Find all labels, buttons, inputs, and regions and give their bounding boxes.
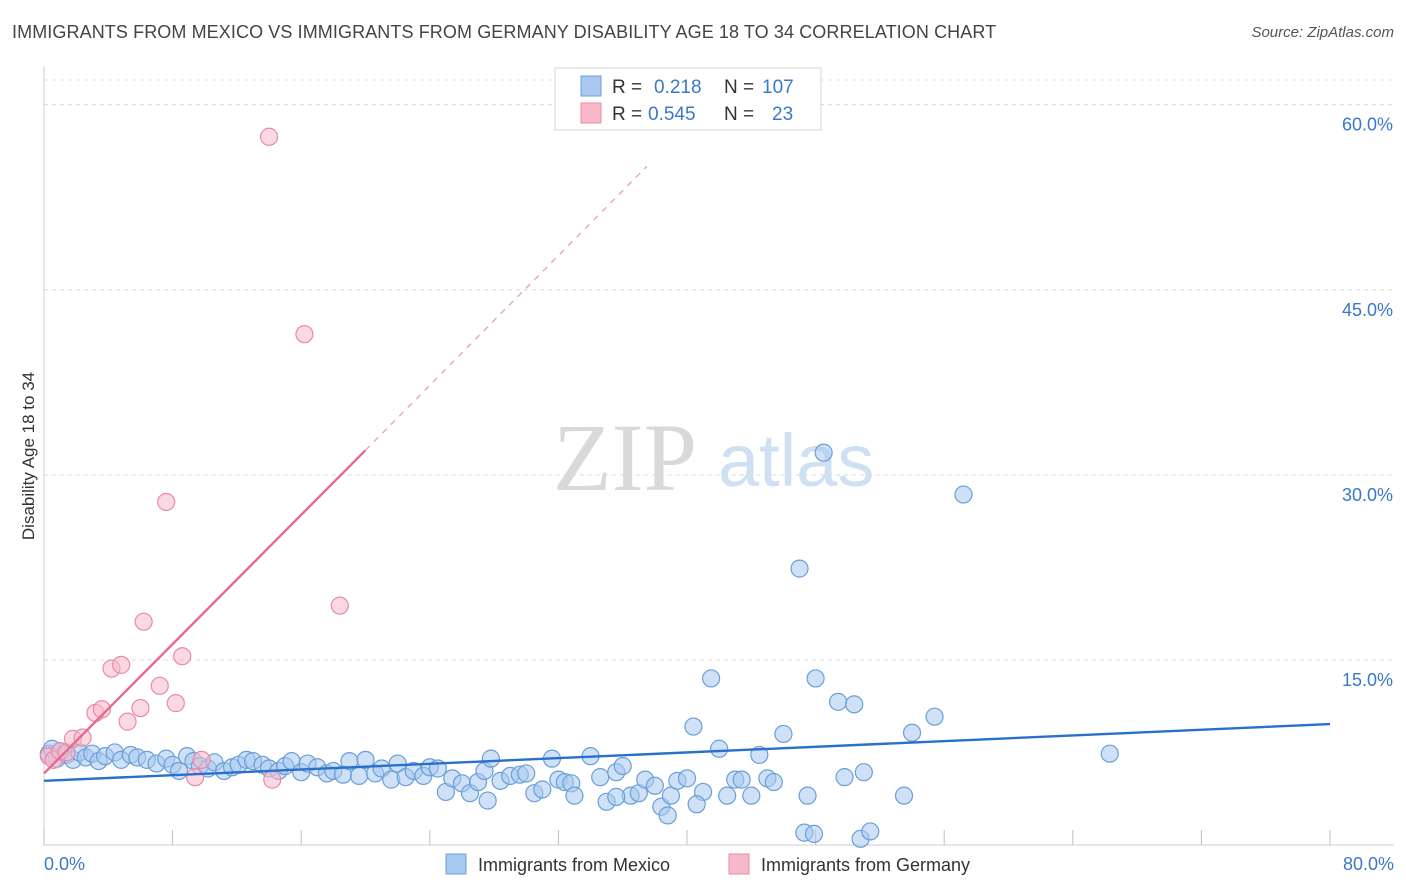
legend-r-value-germany: 0.545 <box>648 104 696 125</box>
bottom-legend-label-mexico: Immigrants from Mexico <box>478 855 670 875</box>
germany-point <box>330 596 349 615</box>
mexico-point <box>804 824 824 843</box>
mexico-point <box>607 787 626 806</box>
germany-point <box>118 712 137 731</box>
mexico-point <box>790 559 809 578</box>
mexico-point <box>677 769 697 788</box>
bottom-legend-swatch-mexico <box>445 853 467 875</box>
mexico-trend-line <box>43 722 1331 783</box>
germany-point <box>173 647 192 666</box>
mexico-point <box>894 786 914 805</box>
germany-point <box>112 655 131 674</box>
mexico-point <box>533 780 552 799</box>
y-tick-label: 60.0% <box>1342 115 1393 135</box>
bottom-legend-label-germany: Immigrants from Germany <box>761 855 970 875</box>
legend-swatch-mexico <box>580 75 602 97</box>
legend-n-value-mexico: 107 <box>762 77 794 98</box>
bottom-legend-swatch-germany <box>728 853 750 875</box>
chart-title: IMMIGRANTS FROM MEXICO VS IMMIGRANTS FRO… <box>12 22 997 42</box>
gridlines <box>44 79 1394 661</box>
data-points <box>39 127 1119 848</box>
mexico-point <box>861 822 880 841</box>
germany-point <box>166 694 185 713</box>
mexico-point <box>774 724 793 744</box>
mexico-point <box>710 739 729 758</box>
germany-point <box>259 127 279 146</box>
germany-point <box>186 768 205 787</box>
mexico-point <box>835 768 854 787</box>
mexico-point <box>854 763 873 782</box>
legend-n-label-germany: N = <box>724 104 754 125</box>
mexico-point <box>742 786 761 805</box>
legend-r-label-mexico: R = <box>612 77 642 98</box>
mexico-point <box>750 745 769 765</box>
mexico-point <box>356 750 375 769</box>
mexico-point <box>1100 744 1119 763</box>
mexico-point <box>718 786 737 805</box>
y-tick-label: 30.0% <box>1342 485 1393 505</box>
legend-n-label-mexico: N = <box>724 77 754 98</box>
mexico-point <box>658 806 677 825</box>
legend-n-value-germany: 23 <box>772 104 793 125</box>
mexico-point <box>349 766 369 786</box>
germany-point <box>92 700 111 719</box>
y-tick-label: 15.0% <box>1342 670 1393 690</box>
germany-point <box>192 750 211 769</box>
source-credit: Source: ZipAtlas.com <box>1251 24 1394 41</box>
mexico-point <box>481 749 500 768</box>
germany-point <box>150 676 169 695</box>
mexico-point <box>565 786 584 805</box>
mexico-point <box>591 768 610 787</box>
germany-trend-line <box>43 449 367 775</box>
mexico-point <box>954 485 973 504</box>
mexico-point <box>925 707 944 726</box>
legend-swatch-germany <box>580 102 602 124</box>
mexico-point <box>517 764 536 783</box>
legend-r-value-mexico: 0.218 <box>654 77 702 98</box>
mexico-point <box>814 443 833 462</box>
x-axis-ticks <box>43 830 1331 845</box>
mexico-point <box>829 692 848 711</box>
mexico-point <box>388 754 407 773</box>
mexico-point <box>687 795 706 814</box>
mexico-point <box>806 669 825 688</box>
germany-point <box>131 698 150 718</box>
trend-lines <box>43 165 1331 783</box>
mexico-point <box>764 772 783 792</box>
germany-point <box>73 728 92 747</box>
mexico-point <box>845 695 864 714</box>
mexico-point <box>732 770 751 789</box>
mexico-point <box>902 723 922 742</box>
stats-legend: R = 0.218 N = 107 R = 0.545 N = 23 <box>554 67 822 131</box>
mexico-point <box>798 786 817 805</box>
x-tick-label-max: 80.0% <box>1343 854 1394 874</box>
series-legend: Immigrants from Mexico Immigrants from G… <box>445 853 970 875</box>
y-axis-label: Disability Age 18 to 34 <box>19 372 38 540</box>
germany-point <box>157 492 176 512</box>
mexico-point <box>702 669 721 688</box>
y-tick-labels: 15.0% 30.0% 45.0% 60.0% <box>1342 115 1393 690</box>
mexico-point <box>478 791 497 810</box>
mexico-point <box>613 756 632 776</box>
watermark-atlas: atlas <box>718 419 874 502</box>
watermark-zip: ZIP <box>553 404 697 511</box>
germany-point <box>134 612 153 631</box>
germany-point <box>263 770 282 789</box>
x-tick-label-min: 0.0% <box>44 854 85 874</box>
legend-r-label-germany: R = <box>612 104 642 125</box>
mexico-point <box>684 717 703 736</box>
y-tick-label: 45.0% <box>1342 300 1393 320</box>
mexico-point <box>645 776 664 795</box>
germany-point <box>295 325 314 344</box>
